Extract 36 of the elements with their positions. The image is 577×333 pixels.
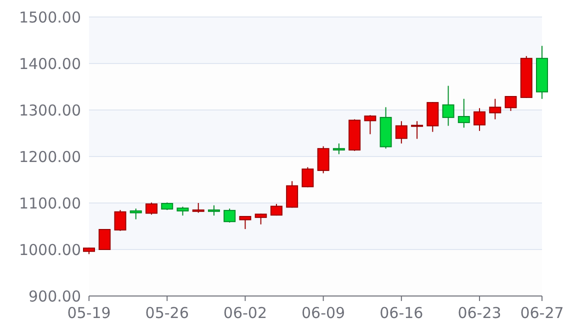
candlestick — [302, 166, 314, 188]
candlestick — [317, 146, 330, 174]
x-tick-label: 06-23 — [458, 304, 502, 322]
candlestick — [114, 209, 126, 232]
candlestick — [254, 213, 267, 225]
x-tick-label: 06-27 — [520, 304, 564, 322]
candlestick — [98, 229, 111, 250]
candlestick — [208, 204, 220, 216]
candlestick — [458, 98, 470, 128]
candlestick — [145, 202, 158, 216]
y-tick-label: 1300.00 — [18, 101, 81, 120]
candlestick — [504, 96, 517, 112]
y-tick-label: 1200.00 — [18, 148, 81, 166]
y-tick-label: 1100.00 — [18, 194, 81, 212]
candlestick — [395, 120, 408, 144]
y-tick-label: 1000.00 — [18, 240, 81, 259]
candlestick — [286, 180, 298, 208]
x-tick-label: 05-26 — [145, 304, 189, 322]
x-tick-label: 06-09 — [302, 304, 346, 322]
x-tick-label: 06-02 — [223, 304, 268, 322]
y-tick-label: 1500.00 — [18, 8, 81, 26]
x-tick-label: 06-16 — [380, 304, 424, 322]
candlestick — [192, 202, 204, 214]
candlestick — [332, 142, 345, 155]
candlestick — [130, 208, 142, 220]
x-tick-label: 05-19 — [67, 304, 111, 322]
candlestick — [474, 108, 486, 132]
candlestick — [442, 85, 454, 126]
candlestick — [426, 102, 439, 132]
y-tick-label: 900.00 — [28, 287, 81, 306]
y-tick-label: 1400.00 — [18, 54, 81, 73]
candlestick — [411, 120, 424, 140]
candlestick — [224, 208, 236, 224]
candlestick — [364, 114, 376, 135]
candlestick — [239, 216, 252, 230]
candlestick — [489, 98, 502, 120]
